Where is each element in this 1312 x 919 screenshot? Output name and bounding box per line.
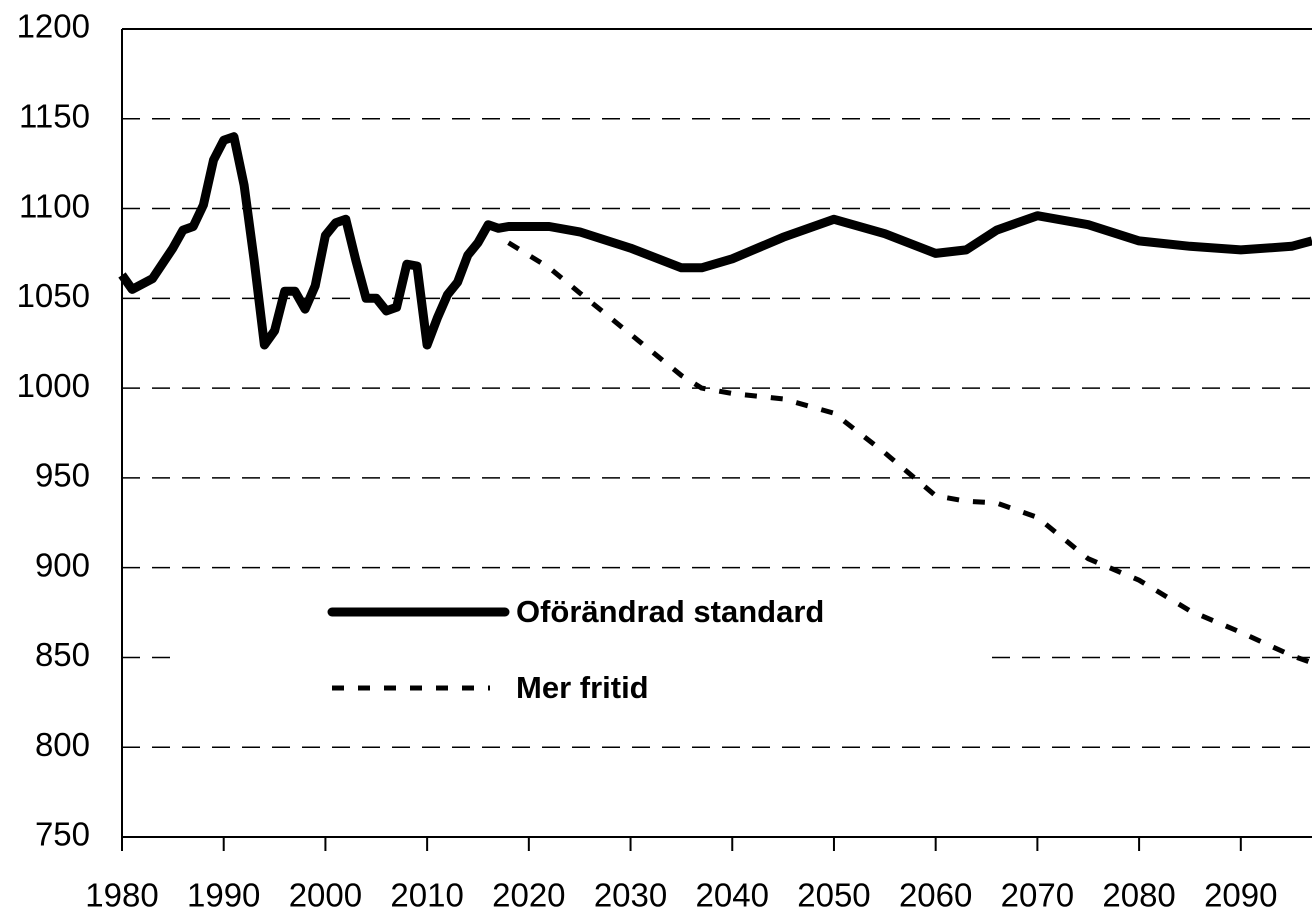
y-tick-label: 900 [35,546,90,583]
y-tick-label: 1000 [17,367,90,404]
x-tick-label: 2020 [492,877,565,914]
legend-label: Mer fritid [516,670,649,705]
y-tick-label: 850 [35,636,90,673]
y-tick-label: 1100 [19,187,90,224]
x-tick-label: 2040 [696,877,769,914]
x-tick-label: 2010 [390,877,463,914]
x-tick-label: 2060 [899,877,972,914]
y-tick-label: 1150 [19,97,90,134]
y-tick-label: 1200 [17,8,90,45]
x-tick-label: 2000 [289,877,362,914]
x-tick-label: 1990 [187,877,260,914]
y-tick-label: 950 [35,457,90,494]
series-line [118,132,1312,350]
x-tick-label: 2030 [594,877,667,914]
legend-label: Oförändrad standard [516,594,824,629]
legend-background [178,585,985,720]
y-tick-label: 800 [35,726,90,763]
x-tick-label: 2080 [1102,877,1175,914]
y-tick-label: 1050 [17,277,90,314]
x-tick-label: 2070 [1001,877,1074,914]
x-tick-label: 2050 [797,877,870,914]
y-tick-label: 750 [35,816,90,853]
x-tick-label: 2090 [1204,877,1277,914]
series-line [507,240,1312,666]
x-tick-label: 1980 [85,877,158,914]
